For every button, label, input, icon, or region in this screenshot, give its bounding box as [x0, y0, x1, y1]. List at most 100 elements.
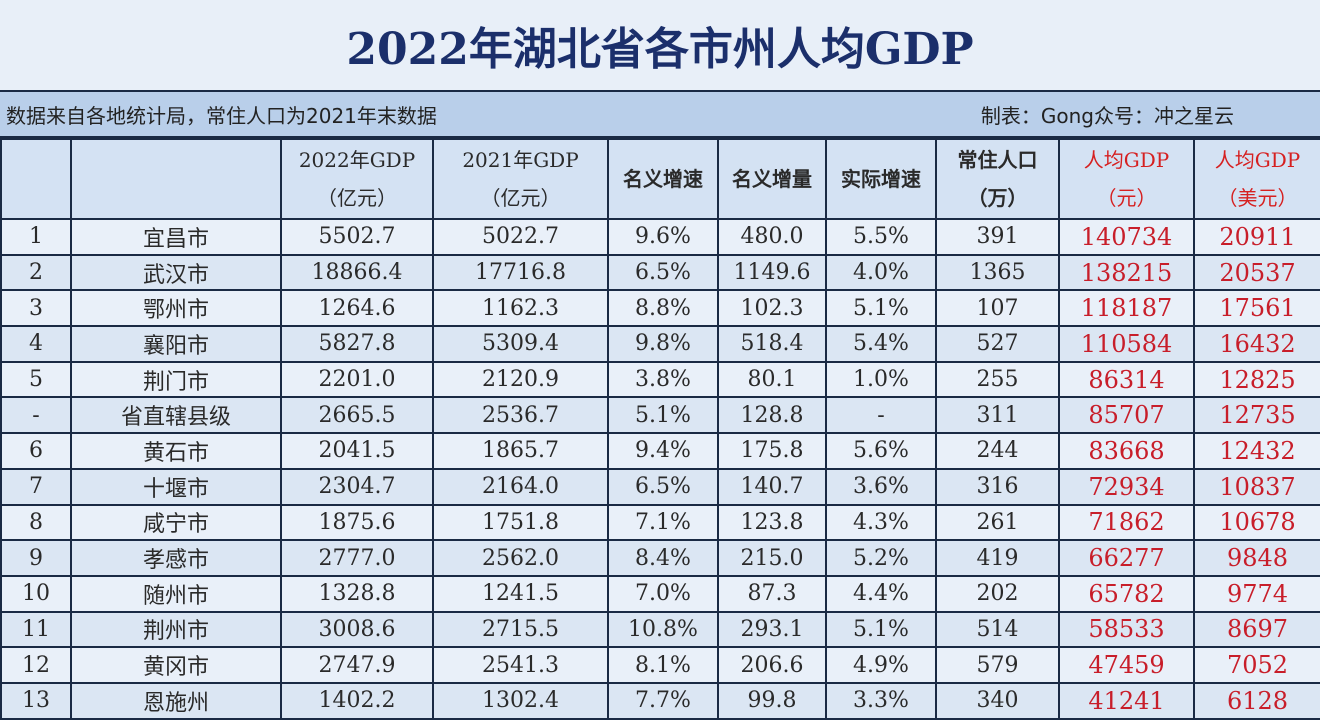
table-cell: 3.6% [825, 467, 937, 506]
table-cell: - [0, 396, 72, 435]
table-row: 2 武汉市 18866.4 17716.8 6.5% 1149.6 4.0% 1365 1382… [0, 253, 1320, 292]
table-cell: 5.2% [825, 539, 937, 577]
table-cell: 202 [935, 574, 1060, 613]
table-cell: 140.7 [717, 467, 827, 506]
table-cell: 随州市 [70, 574, 282, 613]
table-cell: 99.8 [717, 681, 827, 720]
table-cell: 襄阳市 [70, 325, 282, 363]
table-row: 10 随州市 1328.8 1241.5 7.0% 87.3 4.4% 202 65782 977… [0, 574, 1320, 613]
table-cell: 118187 [1058, 289, 1195, 328]
column-header: 名义增量 [717, 138, 827, 220]
table-cell: 20911 [1193, 218, 1320, 256]
table-row: 5 荆门市 2201.0 2120.9 3.8% 80.1 1.0% 255 86314 1282… [0, 360, 1320, 399]
table-cell: 10.8% [607, 610, 719, 649]
table-cell: 391 [935, 218, 1060, 256]
table-cell: 3.3% [825, 681, 937, 720]
subtitle-bar: 数据来自各地统计局，常住人口为2021年末数据 制表：Gong众号：冲之星云 [0, 92, 1320, 138]
table-cell: 71862 [1058, 503, 1195, 542]
table-cell: 4.3% [825, 503, 937, 542]
header-unit: （元） [1096, 186, 1157, 210]
header-line1: 人均GDP [1083, 148, 1170, 172]
table-cell: 58533 [1058, 610, 1195, 649]
table-cell: 11 [0, 610, 72, 649]
table-row: 9 孝感市 2777.0 2562.0 8.4% 215.0 5.2% 419 66277 984… [0, 539, 1320, 577]
table-cell: 293.1 [717, 610, 827, 649]
table-cell: 6.5% [607, 253, 719, 292]
table-cell: 5.1% [825, 610, 937, 649]
table-cell: 黄石市 [70, 432, 282, 470]
table-cell: 128.8 [717, 396, 827, 435]
table-cell: 1875.6 [280, 503, 434, 542]
table-cell: 311 [935, 396, 1060, 435]
column-header: 名义增速 [607, 138, 719, 220]
table-cell: 102.3 [717, 289, 827, 328]
table-cell: 9.4% [607, 432, 719, 470]
table-cell: 7.0% [607, 574, 719, 613]
table-cell: 10678 [1193, 503, 1320, 542]
table-cell: 1302.4 [432, 681, 609, 720]
table-row: 3 鄂州市 1264.6 1162.3 8.8% 102.3 5.1% 107 118187 17… [0, 289, 1320, 328]
table-cell: 8697 [1193, 610, 1320, 649]
table-cell: 255 [935, 360, 1060, 399]
table-cell: 87.3 [717, 574, 827, 613]
header-line1: 名义增速 [623, 167, 703, 191]
table-row: 6 黄石市 2041.5 1865.7 9.4% 175.8 5.6% 244 83668 124… [0, 432, 1320, 470]
table-cell: 20537 [1193, 253, 1320, 292]
table-row: 12 黄冈市 2747.9 2541.3 8.1% 206.6 4.9% 579 47459 70… [0, 646, 1320, 684]
page-title: 2022年湖北省各市州人均GDP [0, 0, 1320, 92]
table-cell: 6 [0, 432, 72, 470]
table-cell: 244 [935, 432, 1060, 470]
table-cell: 2562.0 [432, 539, 609, 577]
table-cell: 80.1 [717, 360, 827, 399]
table-cell: 2304.7 [280, 467, 434, 506]
table-cell: 72934 [1058, 467, 1195, 506]
table-cell: 1365 [935, 253, 1060, 292]
table-cell: 138215 [1058, 253, 1195, 292]
table-cell: 85707 [1058, 396, 1195, 435]
table-cell: 175.8 [717, 432, 827, 470]
table-cell: 1.0% [825, 360, 937, 399]
table-cell: 47459 [1058, 646, 1195, 684]
table-cell: 2777.0 [280, 539, 434, 577]
table-cell: 9 [0, 539, 72, 577]
column-header: 常住人口 （万） [935, 138, 1060, 220]
header-line1: 名义增量 [732, 167, 812, 191]
table-cell: 7 [0, 467, 72, 506]
table-cell: 5022.7 [432, 218, 609, 256]
table-cell: 86314 [1058, 360, 1195, 399]
table-cell: 3 [0, 289, 72, 328]
data-source-note: 数据来自各地统计局，常住人口为2021年末数据 [6, 103, 437, 128]
table-cell: 孝感市 [70, 539, 282, 577]
table-cell: 1149.6 [717, 253, 827, 292]
table-cell: 123.8 [717, 503, 827, 542]
header-line1: 实际增速 [841, 167, 921, 191]
table-cell: 8.4% [607, 539, 719, 577]
table-cell: 12432 [1193, 432, 1320, 470]
table-cell: 8 [0, 503, 72, 542]
table-cell: 9848 [1193, 539, 1320, 577]
table-cell: 9.8% [607, 325, 719, 363]
table-cell: 2041.5 [280, 432, 434, 470]
table-cell: 十堰市 [70, 467, 282, 506]
table-cell: 579 [935, 646, 1060, 684]
column-header [70, 138, 282, 220]
header-line1: 常住人口 [957, 148, 1038, 172]
table-cell: 5.1% [825, 289, 937, 328]
table-cell: 7.7% [607, 681, 719, 720]
table-cell: 215.0 [717, 539, 827, 577]
table-cell: 2164.0 [432, 467, 609, 506]
table-cell: 2201.0 [280, 360, 434, 399]
table-cell: 2715.5 [432, 610, 609, 649]
table-cell: 5.4% [825, 325, 937, 363]
table-cell: 宜昌市 [70, 218, 282, 256]
header-unit: （亿元） [480, 186, 561, 210]
table-cell: 10 [0, 574, 72, 613]
table-cell: 4.0% [825, 253, 937, 292]
table-cell: 13 [0, 681, 72, 720]
table-cell: 1 [0, 218, 72, 256]
table-cell: 66277 [1058, 539, 1195, 577]
table-cell: 1865.7 [432, 432, 609, 470]
table-cell: 340 [935, 681, 1060, 720]
header-unit: （万） [967, 186, 1028, 210]
